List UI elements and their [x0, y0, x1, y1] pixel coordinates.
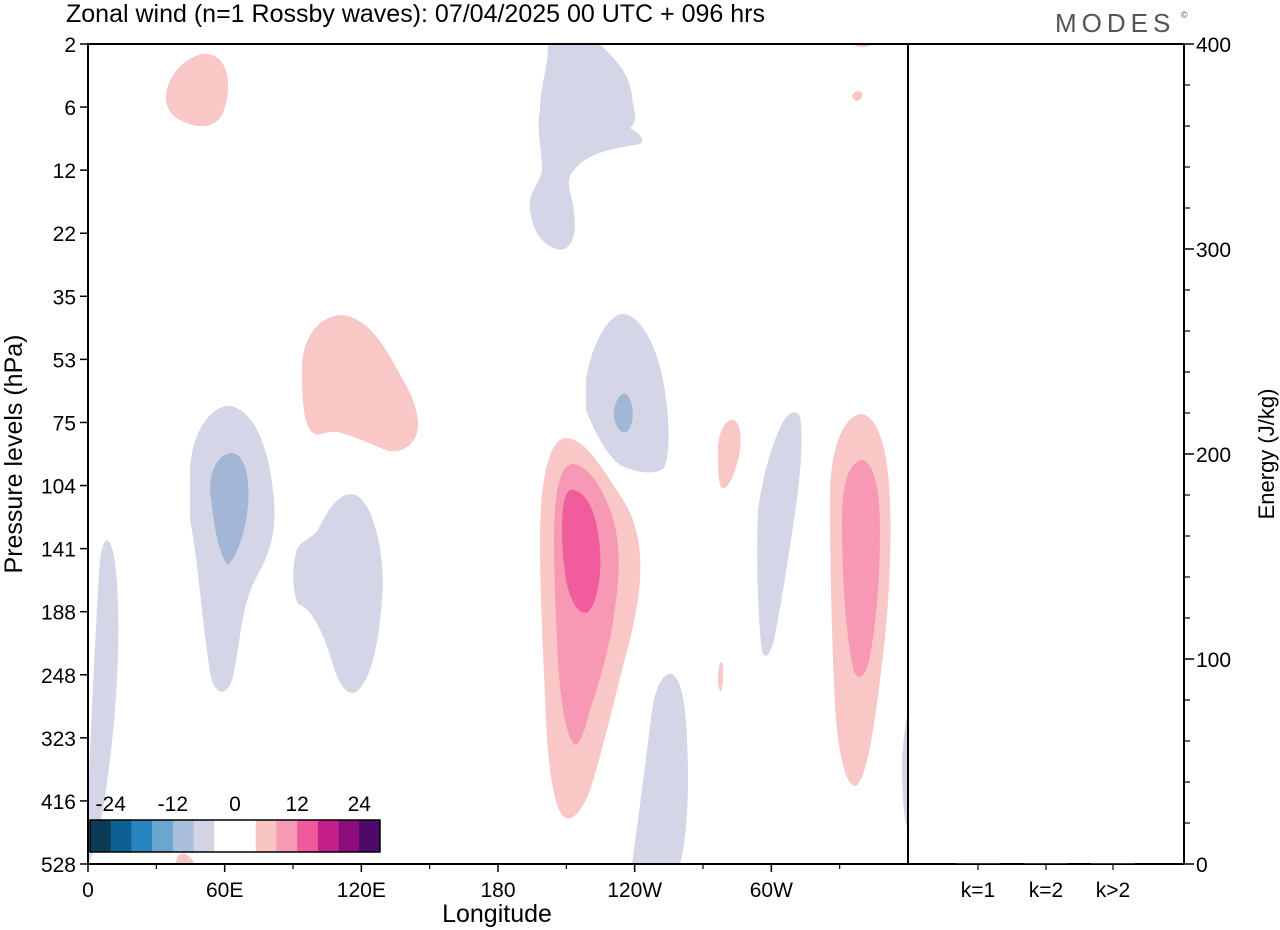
contour-positive [718, 661, 724, 692]
energy-tick-label: 300 [1196, 239, 1231, 262]
hovmoller-panel: 2 6 12 22 35 53 75 104 141 188 248 323 416 528 0 60E 12… [41, 34, 909, 902]
energy-bar [956, 862, 1000, 864]
y-tick-label: 141 [41, 539, 76, 562]
energy-bar [1024, 863, 1068, 864]
y-axis-label: Pressure levels (hPa) [0, 335, 28, 574]
colorbar-swatch [90, 820, 112, 852]
y-tick-label: 2 [64, 34, 76, 57]
x-tick-label: 0 [82, 879, 94, 902]
y-tick-label: 75 [53, 412, 76, 435]
colorbar-swatch [214, 820, 236, 852]
energy-category-label: k=2 [1029, 879, 1063, 902]
y-tick-label: 35 [53, 286, 76, 309]
x-tick-label: 120E [337, 879, 386, 902]
contour-negative-strong [210, 452, 249, 565]
y-tick-label: 6 [64, 97, 76, 120]
energy-category-label: k>2 [1096, 879, 1130, 902]
modes-logo-mark: © [1181, 10, 1188, 20]
colorbar-swatch [110, 820, 132, 852]
contour-positive [176, 853, 194, 864]
energy-tick-label: 100 [1196, 649, 1231, 672]
colorbar-label: -24 [96, 793, 127, 816]
colorbar-swatch [131, 820, 153, 852]
contour-positive-medium [842, 460, 880, 677]
colorbar-label: 0 [229, 793, 241, 816]
y-tick-label: 22 [53, 223, 76, 246]
contour-positive [165, 53, 228, 127]
x-tick-label: 60E [206, 879, 243, 902]
contour-negative [586, 314, 669, 473]
energy-category-label: k=1 [961, 879, 995, 902]
contour-positive-strong [562, 489, 601, 613]
y-tick-label: 248 [41, 665, 76, 688]
energy-bar [1091, 863, 1135, 864]
y-tick-label: 416 [41, 791, 76, 814]
modes-logo: MODES [1055, 8, 1175, 38]
y-tick-label: 12 [53, 160, 76, 183]
x-tick-label: 180 [480, 879, 515, 902]
energy-tick-label: 200 [1196, 444, 1231, 467]
colorbar-swatch [276, 820, 298, 852]
colorbar-swatch [172, 820, 194, 852]
contour-negative [757, 412, 802, 656]
colorbar-swatch [297, 820, 319, 852]
contour-negative-strong [613, 393, 633, 433]
energy-panel: 0 100 200 300 400 k=1 k=2 k>2 [908, 34, 1231, 902]
x-tick-label: 60W [750, 879, 793, 902]
colorbar-swatch [193, 820, 215, 852]
chart-title: Zonal wind (n=1 Rossby waves): 07/04/202… [66, 0, 765, 28]
colorbar-swatch [359, 820, 381, 852]
colorbar-swatch [317, 820, 339, 852]
energy-tick-label: 0 [1196, 854, 1208, 877]
colorbar-frame [89, 819, 381, 853]
contour-positive [718, 419, 741, 489]
x-axis-label: Longitude [442, 900, 552, 928]
contour-negative [88, 540, 119, 864]
y-tick-label: 53 [53, 349, 76, 372]
y-tick-label: 528 [41, 854, 76, 877]
y-tick-label: 188 [41, 602, 76, 625]
y-tick-label: 104 [41, 476, 76, 499]
colorbar-swatch [255, 820, 277, 852]
x-axis: 0 60E 120E 180 120W 60W [82, 864, 841, 902]
colorbar-swatch [152, 820, 174, 852]
colorbar-label: 24 [348, 793, 372, 816]
contour-negative [632, 673, 688, 864]
colorbar: -24 -12 0 12 24 [89, 793, 381, 853]
colorbar-swatch [235, 820, 257, 852]
colorbar-label: -12 [158, 793, 188, 816]
contour-negative [902, 712, 908, 830]
contour-positive [852, 91, 863, 101]
energy-tick-label: 400 [1196, 34, 1231, 57]
contour-negative [293, 494, 383, 693]
contour-positive [302, 315, 418, 452]
colorbar-label: 12 [285, 793, 308, 816]
energy-axis-label: Energy (J/kg) [1254, 389, 1279, 520]
y-axis: 2 6 12 22 35 53 75 104 141 188 248 323 416 528 [41, 34, 88, 877]
x-tick-label: 120W [607, 879, 662, 902]
colorbar-swatch [338, 820, 360, 852]
contour-negative [529, 44, 643, 250]
y-tick-label: 323 [41, 728, 76, 751]
